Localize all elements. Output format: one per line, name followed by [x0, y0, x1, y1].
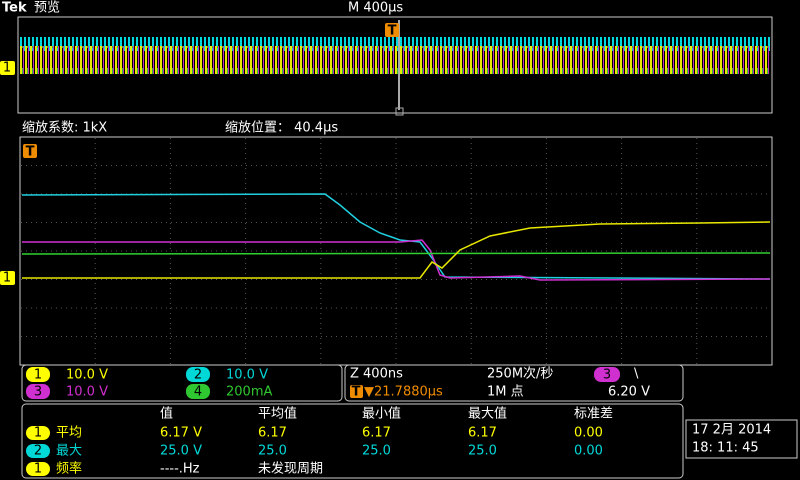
trigger-marker: T	[26, 145, 35, 160]
measurement-header: 最小值	[362, 406, 401, 422]
channel-badge	[186, 384, 210, 399]
channel-scale: 200mA	[226, 385, 272, 400]
ch1-badge	[0, 61, 15, 75]
measurement-value: 0.00	[574, 426, 603, 441]
measurement-name: 最大	[56, 444, 82, 459]
timebase: M 400μs	[348, 1, 403, 16]
trigger-position: ▼21.7880μs	[364, 385, 443, 400]
channel-number: 2	[34, 444, 42, 459]
channel-number: 2	[194, 368, 202, 383]
measurement-name: 频率	[56, 461, 82, 477]
trace-ch2	[21, 193, 771, 280]
measurement-value: 6.17	[258, 426, 287, 441]
ch1-marker: 1	[3, 61, 11, 76]
channel-badge	[26, 426, 50, 440]
measurement-header: 最大值	[468, 406, 507, 422]
trace-ch3	[22, 239, 771, 281]
acq-points: 1M 点	[487, 385, 524, 400]
brand: Tek	[2, 1, 27, 16]
mode: 预览	[34, 0, 60, 16]
channel-panel	[21, 364, 343, 402]
measurement-header: 值	[160, 406, 173, 422]
channel-number: 4	[194, 385, 202, 400]
overview-trace-ch1	[20, 46, 770, 74]
channel-number: 1	[34, 368, 42, 383]
trigger-marker: T	[388, 24, 397, 39]
measurement-value: 25.0	[258, 444, 287, 459]
channel-scale: 10.0 V	[66, 385, 108, 400]
measurement-value: 25.0	[468, 444, 497, 459]
measurement-value: ----.Hz	[160, 462, 200, 477]
zoom-handle	[395, 107, 404, 116]
channel-list: 1 10.0 V 2 10.0 V 3 10.0 V 4 200mA	[26, 367, 272, 400]
trigger-channel: 3	[603, 368, 611, 383]
channel-badge	[26, 444, 50, 458]
trigger-badge	[350, 385, 363, 398]
ch1-marker: 1	[3, 271, 11, 286]
channel-number: 3	[34, 385, 42, 400]
ch1-badge	[0, 271, 15, 285]
trigger-level: 6.20 V	[608, 385, 650, 400]
channel-badge	[26, 367, 50, 382]
channel-number: 1	[34, 426, 42, 441]
trigger-badge	[385, 23, 399, 37]
trigger-badge	[23, 144, 37, 158]
trigger-slope: \	[634, 367, 639, 382]
measurement-value: 25.0	[362, 444, 391, 459]
trace-ch4	[21, 252, 771, 255]
measurement-value: 0.00	[574, 444, 603, 459]
zoom-factor: 缩放系数: 1kX	[22, 120, 107, 136]
time: 18: 11: 45	[692, 441, 759, 456]
date: 17 2月 2014	[692, 423, 771, 438]
measurement-value: 6.17 V	[160, 426, 202, 441]
zoom-position: 缩放位置： 40.4μs	[225, 120, 338, 136]
channel-badge	[26, 384, 50, 399]
grid	[21, 138, 771, 364]
measurement-table: 值 平均值 最小值 最大值 标准差 1 平均 6.17 V 6.17 6.17 6.17 0.00 2 最…	[26, 406, 613, 477]
measurement-value: 未发现周期	[258, 461, 323, 477]
overview-window	[17, 16, 773, 114]
measurement-value: 6.17	[468, 426, 497, 441]
acq-rate: 250M次/秒	[487, 366, 553, 382]
measurement-value: 25.0 V	[160, 444, 202, 459]
channel-scale: 10.0 V	[66, 368, 108, 383]
acq-zoom: Z 400ns	[350, 367, 403, 382]
trace-ch1	[22, 221, 771, 279]
measurement-panel	[21, 403, 684, 479]
channel-badge	[186, 367, 210, 382]
channel-scale: 10.0 V	[226, 368, 268, 383]
channel-badge	[26, 462, 50, 476]
measurement-name: 平均	[56, 426, 82, 441]
measurement-header: 标准差	[574, 407, 613, 422]
acquisition-panel	[344, 364, 684, 402]
channel-number: 1	[34, 462, 42, 477]
measurement-header: 平均值	[258, 406, 297, 422]
datetime-panel	[685, 419, 798, 459]
trigger-marker: T	[352, 385, 361, 400]
measurement-value: 6.17	[362, 426, 391, 441]
trigger-ch-badge	[594, 367, 620, 382]
